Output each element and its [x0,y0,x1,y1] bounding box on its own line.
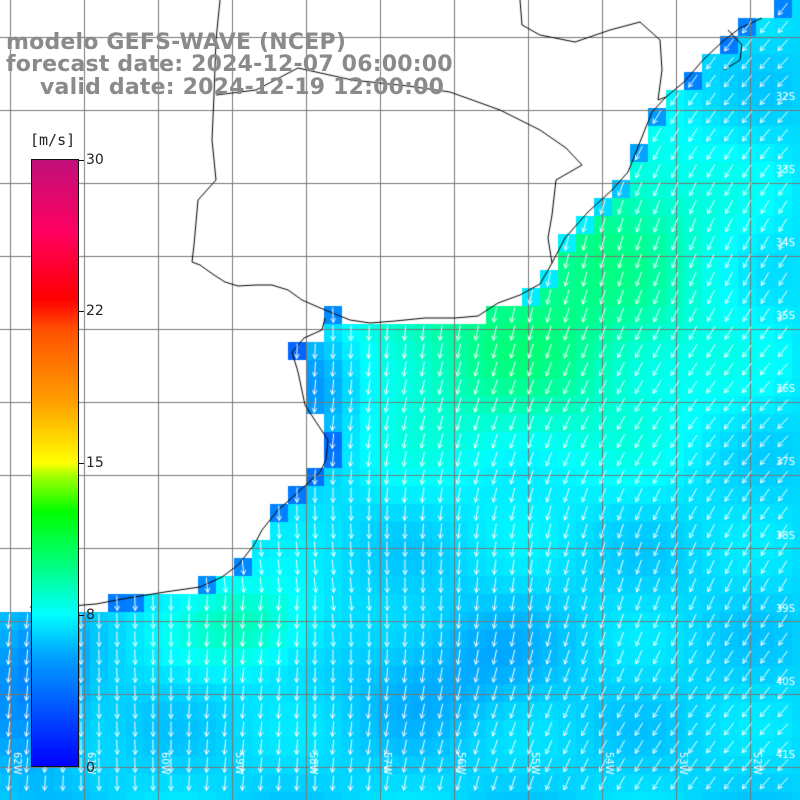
colorbar-tick-mark [78,463,84,464]
valid-date: valid date: 2024-12-19 12:00:00 [40,75,445,100]
colorbar-tick-label: 8 [86,607,95,623]
colorbar-tick-label: 15 [86,455,104,471]
colorbar-unit-label: [m/s] [30,131,76,149]
colorbar-tick-label: 30 [86,152,104,168]
forecast-date: forecast date: 2024-12-07 06:00:00 [6,52,453,77]
colorbar-tick-label: 22 [86,303,104,319]
colorbar-tick-mark [78,615,84,616]
colorbar [31,159,79,767]
model-title: modelo GEFS-WAVE (NCEP) [6,30,347,55]
colorbar-tick-mark [78,160,84,161]
colorbar-tick-label: 0 [86,760,95,776]
colorbar-tick-mark [78,311,84,312]
